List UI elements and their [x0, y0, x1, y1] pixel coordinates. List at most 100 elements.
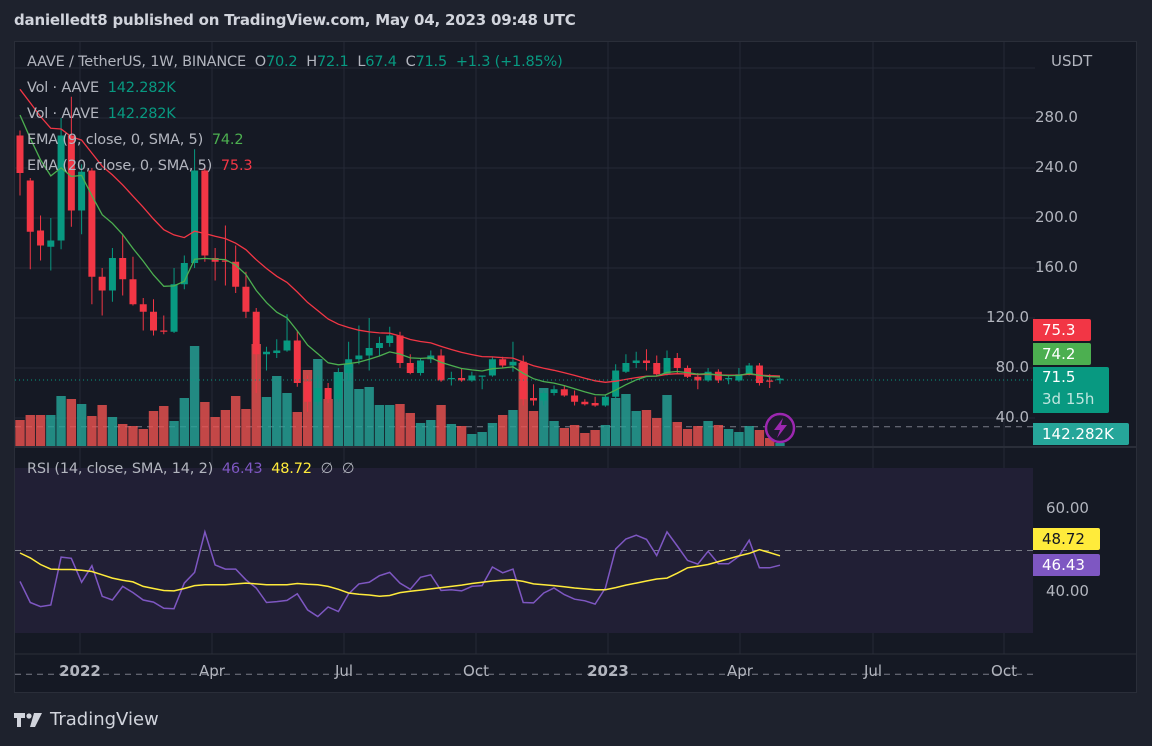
candle	[242, 271, 250, 318]
price-tick-label: 120.0	[986, 308, 1029, 326]
candle-body	[78, 171, 86, 211]
ema9-line	[19, 114, 781, 396]
volume-bar	[590, 430, 600, 446]
candle	[632, 351, 640, 368]
open-label: O	[254, 54, 266, 70]
candle-body	[591, 403, 599, 406]
volume-bar	[118, 424, 128, 446]
candle	[150, 299, 158, 336]
lightning-icon[interactable]	[764, 412, 796, 444]
rsi-value: 46.43	[221, 461, 263, 477]
volume-bar	[15, 420, 25, 446]
candle	[417, 358, 425, 376]
volume-bar	[107, 417, 118, 446]
volume-bars	[15, 344, 785, 446]
open-value: 70.2	[265, 54, 298, 70]
candle-body	[211, 258, 219, 262]
volume-bar	[713, 425, 724, 446]
publish-info: danielledt8 published on TradingView.com…	[14, 11, 576, 29]
volume-bar	[46, 415, 56, 446]
candle-body	[612, 370, 620, 397]
time-tick-label: 2023	[587, 662, 629, 680]
candle-body	[170, 284, 178, 332]
candle-body	[180, 263, 188, 285]
volume-bar	[580, 433, 590, 446]
candle	[180, 255, 188, 290]
candle	[119, 234, 127, 296]
volume-bar	[621, 394, 631, 446]
candle-body	[601, 396, 609, 406]
ema20-value: 75.3	[220, 158, 253, 174]
high-label: H	[306, 54, 318, 70]
ema20-legend[interactable]: EMA (20, close, 0, SMA, 5) 75.3	[27, 158, 253, 174]
ema20-label: EMA (20, close, 0, SMA, 5)	[27, 158, 213, 174]
currency-label: USDT	[1051, 52, 1093, 70]
candle-body	[365, 348, 373, 356]
candle-body	[16, 135, 24, 173]
volume-legend-2[interactable]: Vol · AAVE 142.282K	[27, 106, 176, 122]
candle	[273, 339, 281, 358]
candle	[653, 355, 661, 376]
volume-bar	[159, 406, 169, 446]
candle	[642, 349, 650, 371]
candle-body	[26, 180, 34, 232]
volume-bar	[765, 438, 775, 446]
candle	[67, 96, 75, 227]
candle-body	[334, 373, 342, 400]
rsi-na-value: ∅	[320, 461, 334, 477]
volume-bar	[682, 429, 693, 446]
candle-body	[530, 398, 537, 401]
volume-bar	[641, 410, 652, 446]
candle-body	[242, 286, 250, 312]
rsi-ma-value: 48.72	[271, 461, 312, 477]
volume-bar	[272, 376, 282, 446]
candle-body	[396, 335, 404, 363]
candle	[88, 168, 96, 305]
candle	[211, 248, 219, 281]
symbol-legend[interactable]: AAVE / TetherUS, 1W, BINANCE O70.2 H72.1…	[27, 54, 563, 70]
volume-bar	[497, 415, 508, 446]
candle	[191, 149, 199, 268]
volume-bar	[405, 413, 415, 446]
volume-bar	[292, 412, 302, 446]
volume-tag: 142.282K	[1033, 423, 1129, 445]
volume-bar	[230, 396, 241, 446]
ema9-legend[interactable]: EMA (9, close, 0, SMA, 5) 74.2	[27, 132, 244, 148]
candle-body	[581, 401, 589, 405]
candle-body	[304, 381, 312, 402]
volume-bar	[508, 410, 518, 446]
candle-body	[673, 358, 681, 368]
time-tick-label: Jul	[863, 662, 883, 680]
candle-body	[150, 311, 158, 331]
ema20-price-tag: 75.3	[1033, 319, 1091, 341]
volume-bar	[631, 411, 641, 446]
volume-bar	[754, 430, 765, 446]
candle	[755, 363, 763, 386]
volume-value: 142.282K	[107, 106, 176, 122]
candle-body	[37, 230, 45, 246]
candle	[98, 268, 106, 316]
volume-bar	[672, 422, 682, 446]
volume-bar	[569, 425, 580, 446]
tradingview-logo[interactable]: TradingView	[14, 709, 159, 730]
candle-body	[745, 365, 753, 375]
rsi-ma-line	[19, 548, 781, 598]
volume-bar	[200, 402, 210, 446]
candle-body	[458, 378, 466, 381]
volume-bar	[693, 426, 703, 446]
rsi-na-value: ∅	[341, 461, 355, 477]
volume-bar	[723, 429, 734, 446]
rsi-legend[interactable]: RSI (14, close, SMA, 14, 2) 46.43 48.72 …	[27, 461, 354, 477]
candle	[47, 218, 55, 271]
volume-label: Vol · AAVE	[27, 106, 99, 122]
volume-bar	[323, 399, 333, 446]
volume-bar	[148, 411, 159, 446]
high-value: 72.1	[317, 54, 349, 70]
candle	[334, 368, 342, 402]
time-tick-label: Apr	[727, 662, 753, 680]
tradingview-logo-text: TradingView	[50, 709, 159, 730]
volume-legend-1[interactable]: Vol · AAVE 142.282K	[27, 80, 176, 96]
volume-bar	[179, 398, 190, 446]
candle	[694, 373, 702, 390]
